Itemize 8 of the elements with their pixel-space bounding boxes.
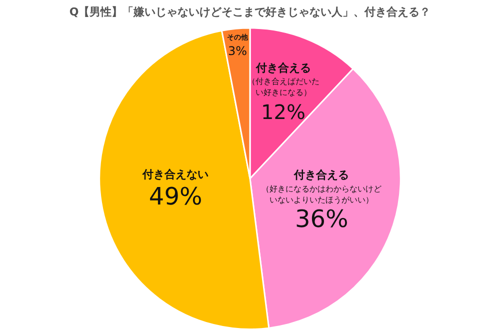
data-label: 3% — [228, 44, 248, 58]
data-label: 12% — [261, 100, 306, 124]
slice-label: 付き合える（付き合えばだいたい好きになる） — [247, 61, 320, 98]
slice-label: 付き合えない — [142, 168, 209, 182]
data-label: 49% — [148, 182, 202, 211]
data-label: 36% — [294, 205, 348, 234]
chart-title: Q【男性】「嫌いじゃないけどそこまで好きじゃない人」、付き合える？ — [69, 5, 431, 18]
slice-label: 付き合える（好きになるかはわからないけどいないよりいたほうがいい） — [262, 168, 382, 204]
